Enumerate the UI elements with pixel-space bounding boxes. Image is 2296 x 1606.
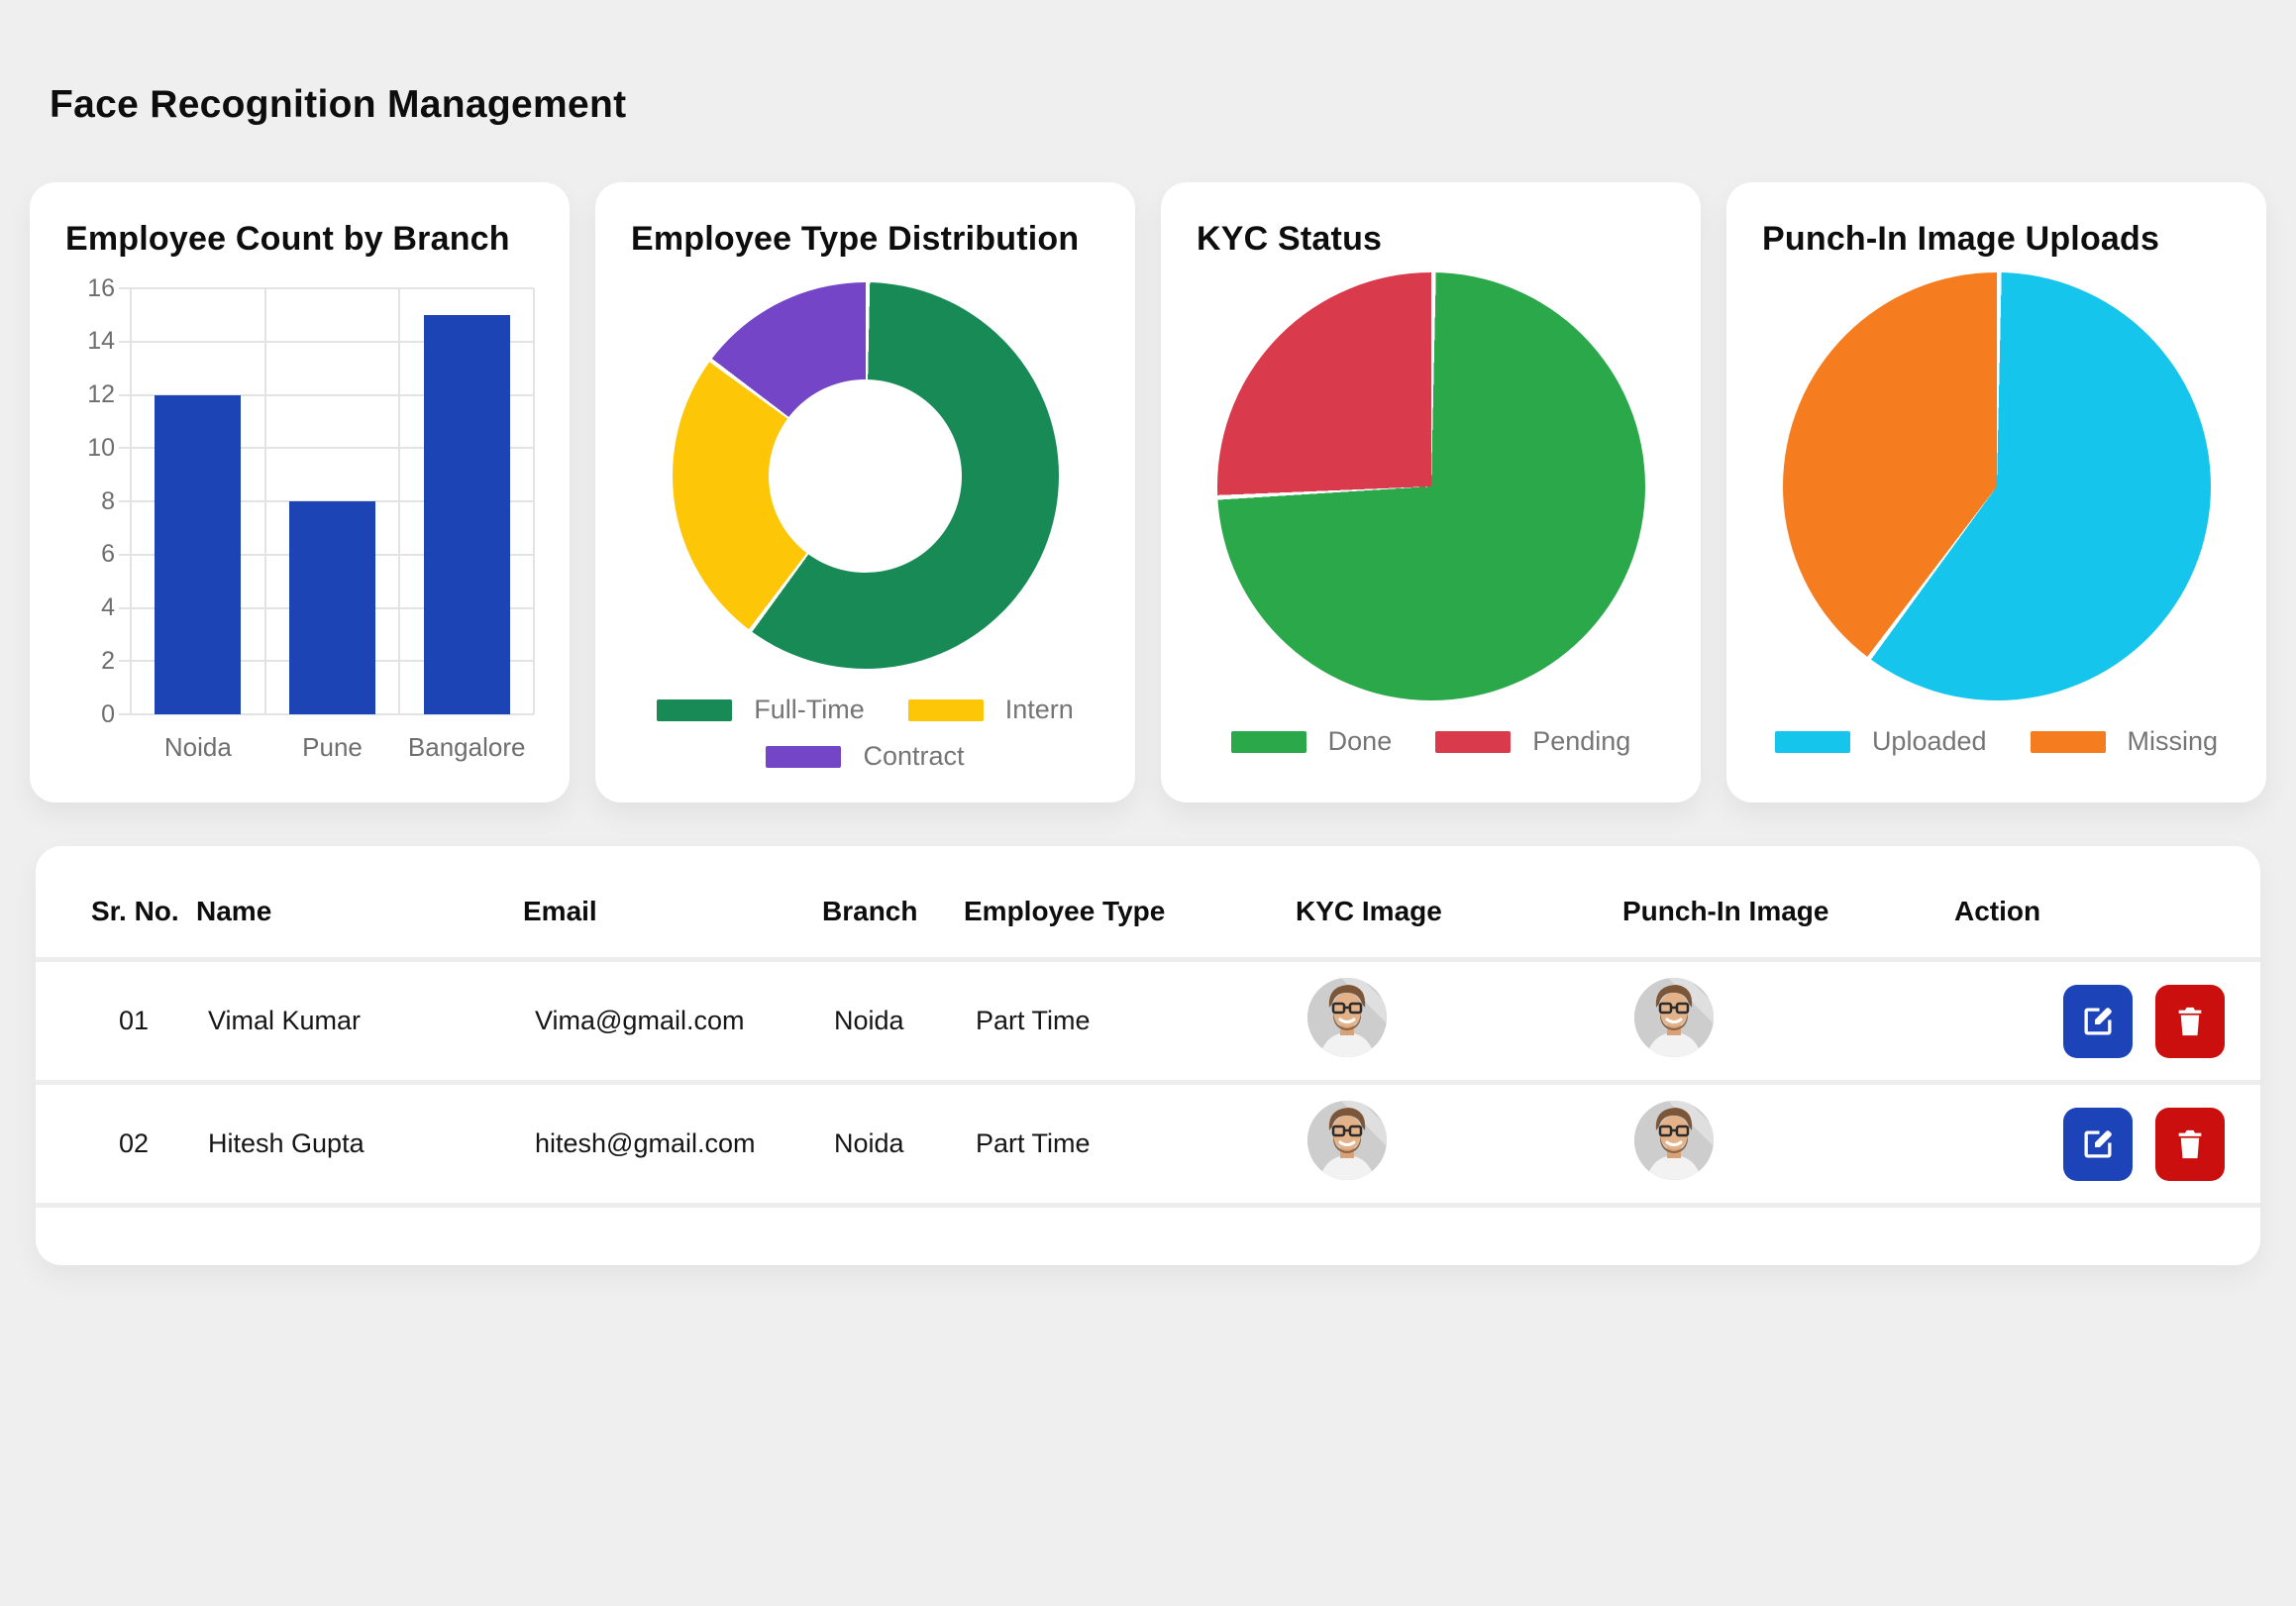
cell-kyc-image: [1286, 1082, 1613, 1208]
legend-label-uploaded: Uploaded: [1871, 726, 1987, 756]
punchin-image-avatar: [1634, 1101, 1714, 1180]
punchin-chart-title: Punch-In Image Uploads: [1762, 220, 2160, 258]
delete-button[interactable]: [2155, 984, 2225, 1058]
bar-pune: [289, 501, 375, 714]
axis-spacer: [65, 714, 131, 763]
table-row: 02 Hitesh Gupta hitesh@gmail.com Noida P…: [36, 1082, 2260, 1208]
table-header-row: Sr. No. Name Email Branch Employee Type …: [36, 874, 2260, 962]
legend-label-done: Done: [1327, 726, 1393, 756]
legend-label-contract: Contract: [863, 741, 965, 771]
cell-sr-no: 02: [36, 1082, 186, 1208]
donut-chart-title: Employee Type Distribution: [631, 220, 1080, 258]
h-gridline: [119, 393, 534, 396]
legend-item-intern[interactable]: Intern: [907, 695, 1074, 725]
pencil-square-icon: [2084, 1007, 2113, 1034]
card-employee-count: Employee Count by Branch 16 14 12 10 8 6 4 2 0 N…: [30, 182, 570, 803]
kyc-chart-title: KYC Status: [1197, 220, 1383, 258]
done-swatch: [1230, 730, 1306, 753]
legend-item-done[interactable]: Done: [1230, 726, 1393, 757]
missing-swatch: [2030, 730, 2106, 753]
pending-swatch: [1435, 730, 1512, 753]
bar-plot: [119, 287, 535, 715]
x-tick-bangalore: Bangalore: [407, 732, 526, 762]
delete-button[interactable]: [2155, 1107, 2225, 1181]
cell-name: Hitesh Gupta: [186, 1082, 513, 1208]
trash-icon: [2178, 1007, 2202, 1035]
uploaded-swatch: [1774, 730, 1850, 753]
intern-swatch: [907, 698, 984, 721]
punch-pie: [1782, 272, 2211, 700]
x-tick-pune: Pune: [302, 732, 363, 762]
cell-kyc-image: [1286, 959, 1613, 1085]
cell-action: [1944, 1082, 2260, 1208]
card-kyc-status: KYC Status Done Pending: [1161, 182, 1701, 803]
kyc-image-avatar: [1307, 978, 1387, 1057]
cell-punchin-image: [1613, 959, 1944, 1085]
cell-punchin-image: [1613, 1082, 1944, 1208]
col-punchin-image: Punch-In Image: [1613, 874, 1944, 962]
bar-chart-title: Employee Count by Branch: [65, 220, 510, 258]
cell-branch: Noida: [812, 1082, 954, 1208]
punchin-image-avatar: [1634, 978, 1714, 1057]
kyc-legend: Done Pending: [1197, 726, 1665, 757]
bar-y-axis: 16 14 12 10 8 6 4 2 0: [87, 273, 115, 728]
h-gridline: [119, 713, 534, 715]
kyc-image-avatar: [1307, 1101, 1387, 1180]
cell-employee-type: Part Time: [954, 1082, 1286, 1208]
x-tick-noida: Noida: [163, 732, 232, 762]
edit-button[interactable]: [2063, 984, 2134, 1058]
cell-action: [1944, 959, 2260, 1085]
charts-row: Employee Count by Branch 16 14 12 10 8 6 4 2 0 N…: [30, 182, 2266, 803]
col-name: Name: [186, 874, 513, 962]
legend-item-full-time[interactable]: Full-Time: [657, 695, 865, 725]
v-gridline: [130, 288, 132, 714]
donut-pie: [672, 282, 1059, 669]
v-gridline: [533, 288, 535, 714]
card-type-distribution: Employee Type Distribution Full-Time Int…: [595, 182, 1135, 803]
cell-branch: Noida: [812, 959, 954, 1085]
bar-x-axis: Noida Pune Bangalore: [131, 714, 534, 763]
cell-email: Vima@gmail.com: [513, 959, 812, 1085]
card-punchin-uploads: Punch-In Image Uploads Uploaded Missing: [1726, 182, 2266, 803]
legend-item-missing[interactable]: Missing: [2030, 726, 2219, 757]
col-employee-type: Employee Type: [954, 874, 1286, 962]
full-time-swatch: [657, 698, 733, 721]
col-branch: Branch: [812, 874, 954, 962]
h-gridline: [119, 447, 534, 450]
kyc-pie: [1216, 272, 1645, 700]
legend-label-full-time: Full-Time: [754, 695, 865, 724]
legend-item-pending[interactable]: Pending: [1435, 726, 1630, 757]
cell-email: hitesh@gmail.com: [513, 1082, 812, 1208]
legend-label-missing: Missing: [2127, 726, 2219, 756]
contract-swatch: [766, 745, 842, 768]
col-email: Email: [513, 874, 812, 962]
col-sr-no: Sr. No.: [36, 874, 186, 962]
v-gridline: [263, 288, 266, 714]
trash-icon: [2178, 1129, 2202, 1158]
cell-employee-type: Part Time: [954, 959, 1286, 1085]
pencil-square-icon: [2084, 1129, 2113, 1157]
donut-hole: [769, 378, 962, 573]
h-gridline: [119, 287, 534, 289]
legend-label-intern: Intern: [1004, 695, 1074, 724]
type-distribution-legend: Full-Time Intern Contract: [631, 695, 1099, 772]
bar-noida: [155, 394, 242, 714]
employee-table: Sr. No. Name Email Branch Employee Type …: [36, 874, 2260, 1208]
edit-button[interactable]: [2063, 1107, 2134, 1181]
bar-bangalore: [423, 314, 510, 714]
legend-label-pending: Pending: [1532, 726, 1631, 756]
employee-table-card: Sr. No. Name Email Branch Employee Type …: [36, 846, 2260, 1265]
page-title: Face Recognition Management: [50, 83, 627, 126]
col-kyc-image: KYC Image: [1286, 874, 1613, 962]
cell-name: Vimal Kumar: [186, 959, 513, 1085]
bar-chart: 16 14 12 10 8 6 4 2 0 Noida Pune Bangalore: [65, 273, 535, 763]
v-gridline: [398, 288, 401, 714]
h-gridline: [119, 340, 534, 343]
legend-item-contract[interactable]: Contract: [766, 741, 965, 772]
legend-item-uploaded[interactable]: Uploaded: [1774, 726, 1987, 757]
cell-sr-no: 01: [36, 959, 186, 1085]
punchin-legend: Uploaded Missing: [1762, 726, 2231, 757]
col-action: Action: [1944, 874, 2260, 962]
table-row: 01 Vimal Kumar Vima@gmail.com Noida Part…: [36, 959, 2260, 1085]
